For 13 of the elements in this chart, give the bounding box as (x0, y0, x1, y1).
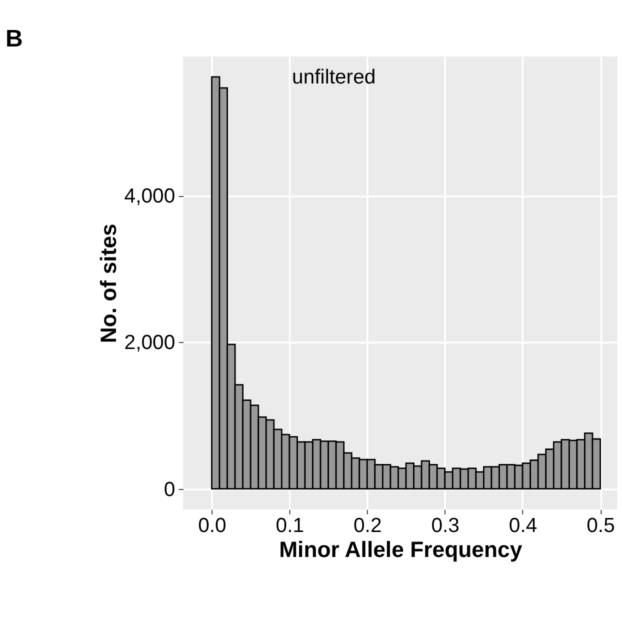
x-tick-label: 0.5 (586, 514, 615, 537)
x-tick-label: 0.1 (276, 514, 304, 537)
annotation: unfiltered (292, 66, 376, 88)
y-tick-label: 4,000 (124, 186, 176, 208)
x-tick-label: 0.0 (198, 514, 226, 537)
y-tick-label: 2,000 (124, 332, 176, 354)
x-tick-label: 0.3 (431, 514, 460, 537)
y-axis-title: No. of sites (96, 224, 121, 344)
y-tick-label: 0 (164, 478, 176, 501)
x-axis-title: Minor Allele Frequency (279, 536, 523, 562)
x-tick-label: 0.4 (508, 514, 538, 537)
x-tick-label: 0.2 (353, 514, 382, 537)
chart-title: B (5, 25, 23, 52)
